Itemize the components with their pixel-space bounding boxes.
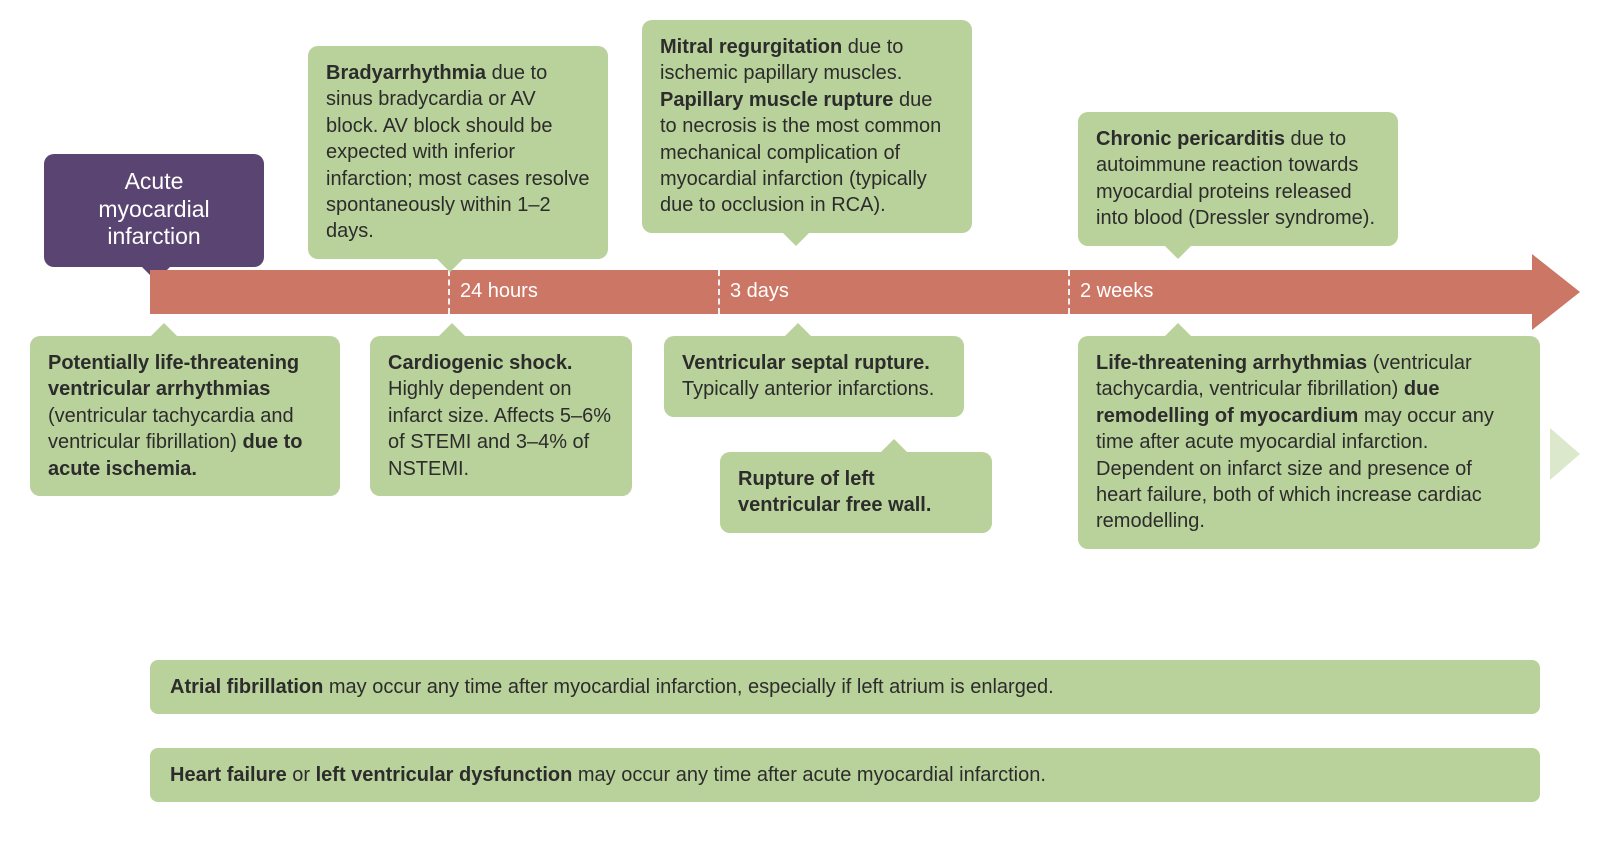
info-box-chronic-pericarditis: Chronic pericarditis due to autoimmune r… [1078,112,1398,246]
title-tag: Acute myocardialinfarction [44,154,264,267]
summary-bar-afib-bar: Atrial fibrillation may occur any time a… [150,660,1540,714]
info-box-vsr: Ventricular septal rupture.Typically ant… [664,336,964,417]
summary-bar-hf-bar: Heart failure or left ventricular dysfun… [150,748,1540,802]
info-box-ventricular-arrhythmias: Potentially life-threatening ventricular… [30,336,340,496]
info-box-cardiogenic-shock: Cardiogenic shock.Highly dependent on in… [370,336,632,496]
info-box-bradyarrhythmia: Bradyarrhythmia due to sinus bradycardia… [308,46,608,259]
timeline-tick [1068,270,1070,314]
timeline-tick-label: 24 hours [460,280,538,303]
timeline-arrow-head [1532,254,1580,330]
info-box-mitral-regurg: Mitral regurgitation due to ischemic pap… [642,20,972,233]
timeline-tick-label: 2 weeks [1080,280,1153,303]
timeline-tick-label: 3 days [730,280,789,303]
timeline-tick [718,270,720,314]
info-box-lv-free-wall: Rupture of left ventricular free wall. [720,452,992,533]
timeline-tick [448,270,450,314]
info-box-life-threatening-late: Life-threatening arrhythmias (ventricula… [1078,336,1540,549]
continuation-arrow-icon [1550,428,1580,480]
diagram-canvas: Acute myocardialinfarction 24 hours 3 day… [0,0,1600,846]
timeline-arrow-bar [150,270,1532,314]
